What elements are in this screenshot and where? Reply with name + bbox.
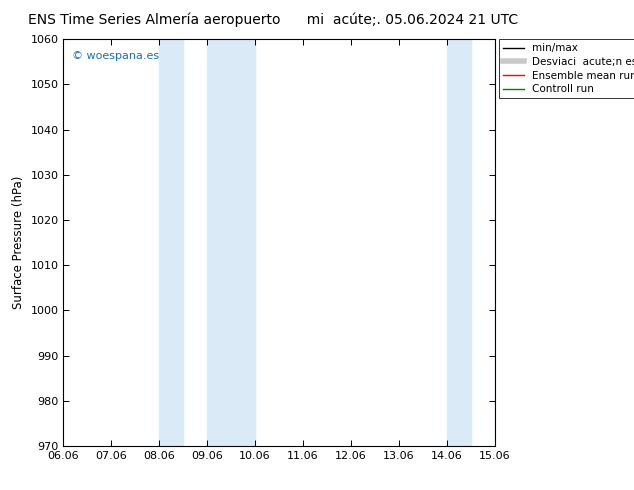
Text: © woespana.es: © woespana.es — [72, 51, 159, 61]
Text: ENS Time Series Almería aeropuerto      mi  acúte;. 05.06.2024 21 UTC: ENS Time Series Almería aeropuerto mi ac… — [27, 12, 518, 27]
Bar — [207, 39, 255, 446]
Bar — [446, 39, 470, 446]
Bar — [159, 39, 183, 446]
Bar — [495, 39, 519, 446]
Y-axis label: Surface Pressure (hPa): Surface Pressure (hPa) — [12, 176, 25, 309]
Legend: min/max, Desviaci  acute;n est  acute;ndar, Ensemble mean run, Controll run: min/max, Desviaci acute;n est acute;ndar… — [499, 39, 634, 98]
